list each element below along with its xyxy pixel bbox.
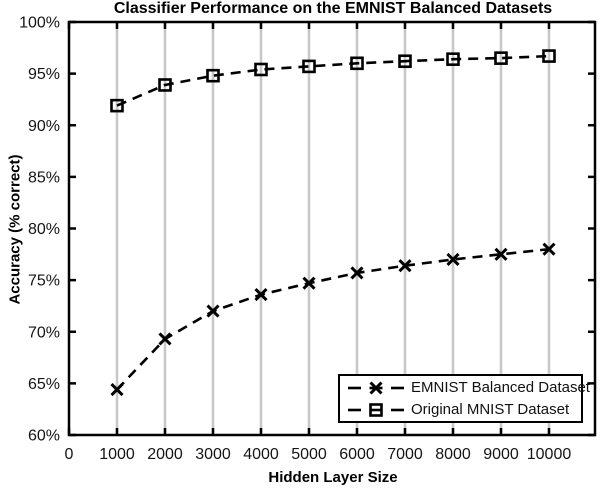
y-axis-label: Accuracy (% correct) — [6, 154, 24, 305]
x-tick-label: 5000 — [291, 446, 327, 463]
marker-square — [350, 56, 364, 71]
chart-title: Classifier Performance on the EMNIST Bal… — [113, 0, 553, 17]
y-tick-label: 90% — [28, 118, 60, 135]
series-line — [116, 54, 550, 107]
y-tick-label: 85% — [28, 169, 60, 186]
legend-sample-x-marker-icon — [348, 380, 404, 395]
legend: EMNIST Balanced Dataset Original MNIST D… — [338, 374, 590, 423]
x-tick-label: 8000 — [435, 446, 471, 463]
marker-square — [254, 62, 268, 77]
legend-label: Original MNIST Dataset — [411, 401, 570, 418]
y-tick-label: 100% — [19, 15, 60, 32]
x-tick-label: 2000 — [147, 446, 183, 463]
x-tick-label: 7000 — [387, 446, 423, 463]
x-tick-label: 3000 — [195, 446, 231, 463]
marker-x — [494, 247, 508, 261]
marker-square — [494, 51, 508, 65]
legend-entry-mnist: Original MNIST Dataset — [347, 400, 581, 420]
marker-square — [398, 54, 412, 69]
y-tick-label: 65% — [28, 376, 60, 393]
marker-square — [302, 59, 316, 74]
legend-entry-emnist: EMNIST Balanced Dataset — [347, 378, 590, 398]
marker-square — [110, 98, 124, 113]
y-tick-label: 80% — [28, 221, 60, 238]
y-tick-label: 70% — [28, 324, 60, 341]
marker-x — [110, 383, 124, 397]
marker-x — [542, 242, 556, 256]
series-line — [116, 247, 550, 391]
marker-x — [350, 266, 364, 280]
marker-square — [206, 68, 220, 83]
x-tick-label: 4000 — [243, 446, 279, 463]
marker-x — [158, 332, 172, 346]
marker-x — [446, 252, 460, 267]
y-tick-label: 75% — [28, 273, 60, 290]
marker-square — [158, 78, 172, 92]
x-tick-label: 1000 — [99, 446, 135, 463]
marker-square — [446, 52, 460, 66]
x-tick-label: 6000 — [339, 446, 375, 463]
x-tick-label: 0 — [65, 446, 74, 463]
x-tick-label: 10000 — [527, 446, 572, 463]
y-tick-label: 60% — [28, 428, 60, 445]
x-axis-label: Hidden Layer Size — [268, 469, 398, 486]
marker-x — [206, 304, 220, 318]
legend-label: EMNIST Balanced Dataset — [411, 379, 590, 396]
marker-x — [398, 259, 412, 273]
marker-x — [254, 288, 268, 302]
y-tick-label: 95% — [28, 66, 60, 83]
x-tick-label: 9000 — [483, 446, 519, 463]
legend-sample-square-marker-icon — [348, 402, 404, 417]
marker-square — [542, 49, 556, 63]
marker-x — [302, 276, 316, 290]
